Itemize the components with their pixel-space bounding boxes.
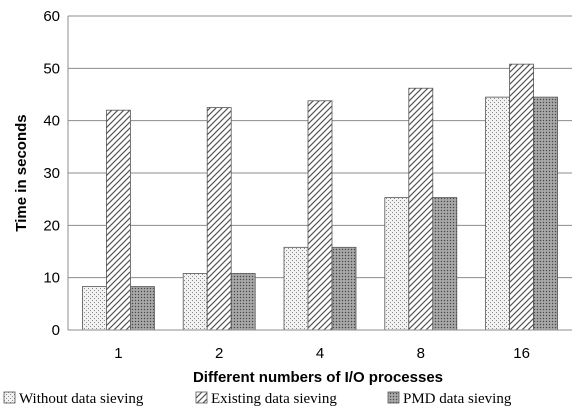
bar-2-1 (106, 109, 131, 331)
bar-3-1 (129, 286, 155, 331)
bar-1-16 (485, 96, 511, 331)
legend-label: PMD data sieving (403, 391, 512, 407)
y-tick-label: 60 (43, 8, 60, 25)
legend-label: Existing data sieving (211, 391, 337, 407)
bars (82, 63, 558, 331)
bar-2-16 (509, 63, 535, 331)
y-tick-label: 20 (43, 217, 60, 234)
y-tick-label: 0 (52, 322, 60, 339)
x-tick-label: 1 (114, 345, 122, 362)
x-tick-labels: 1 2 4 8 16 (114, 345, 530, 362)
y-tick-label: 10 (43, 270, 60, 287)
x-tick-label: 16 (513, 345, 530, 362)
y-tick-labels: 0 10 20 30 40 50 60 (43, 8, 60, 339)
y-axis-title: Time in seconds (13, 114, 30, 231)
x-tick-label: 2 (215, 345, 223, 362)
y-tick-label: 40 (43, 113, 60, 130)
bar-1-8 (384, 197, 410, 331)
bar-2-2 (206, 107, 232, 331)
bar-2-8 (408, 87, 434, 331)
bar-3-8 (432, 197, 458, 331)
bar-1-1 (82, 286, 107, 331)
legend-swatch (387, 391, 400, 404)
legend-swatch (3, 391, 16, 404)
bar-1-2 (182, 273, 208, 331)
legend-swatch (195, 391, 208, 404)
bar-3-16 (533, 96, 558, 331)
y-tick-label: 30 (43, 165, 60, 182)
x-tick-label: 4 (316, 345, 324, 362)
x-tick-label: 8 (417, 345, 425, 362)
x-axis-title: Different numbers of I/O processes (193, 369, 443, 386)
bar-3-2 (230, 273, 256, 331)
legend: Without data sieving Existing data sievin… (3, 391, 512, 407)
bar-2-4 (307, 100, 333, 331)
legend-label: Without data sieving (19, 391, 144, 407)
bar-1-4 (283, 246, 309, 331)
y-tick-label: 50 (43, 60, 60, 77)
bar-3-4 (331, 246, 357, 331)
